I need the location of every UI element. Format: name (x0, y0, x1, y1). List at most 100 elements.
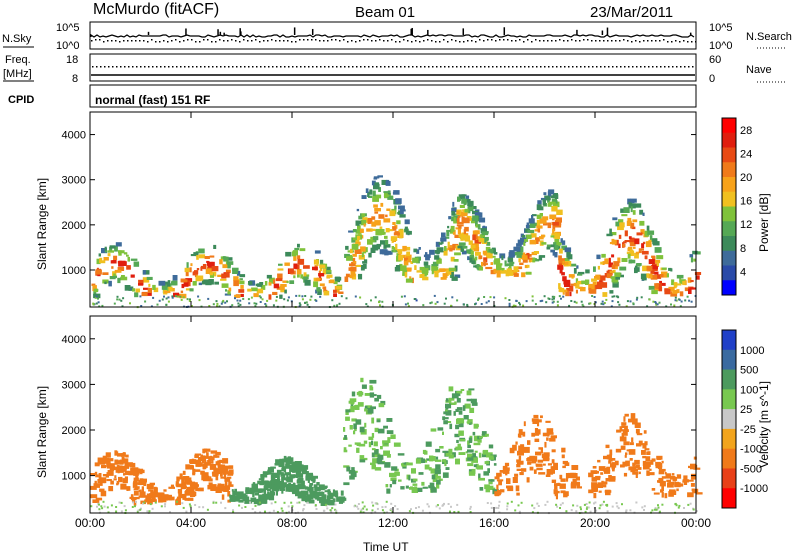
echo-cell (628, 466, 635, 471)
nave-dot (476, 66, 478, 68)
echo-cell (429, 455, 434, 462)
echo-cell (226, 271, 230, 278)
echo-cell (262, 471, 267, 478)
echo-cell (500, 270, 508, 274)
echo-cell (185, 271, 189, 277)
echo-cell (416, 249, 420, 254)
echo-cell (395, 265, 401, 271)
echo-cell (629, 458, 633, 461)
echo-cell (189, 459, 195, 464)
echo-cell (158, 280, 166, 286)
echo-cell (299, 248, 306, 252)
echo-cell (353, 423, 357, 430)
ground-scatter-cell (422, 304, 425, 307)
nave-dot (120, 66, 122, 68)
echo-cell (521, 272, 526, 278)
echo-cell (268, 294, 272, 300)
echo-cell (316, 260, 319, 266)
echo-cell (404, 272, 408, 278)
power-colorbar-tick: 20 (740, 172, 752, 184)
echo-cell (460, 389, 465, 391)
echo-cell (671, 279, 675, 286)
ground-scatter-cell (176, 500, 178, 503)
ground-scatter-cell (110, 504, 113, 507)
echo-cell (540, 415, 543, 419)
echo-cell (608, 460, 612, 464)
nsearch-dot (387, 40, 389, 42)
echo-cell (300, 274, 304, 279)
echo-cell (296, 468, 302, 475)
ground-scatter-cell (611, 295, 614, 298)
nsearch-dot (535, 39, 537, 41)
echo-cell (554, 235, 560, 239)
echo-cell (634, 252, 639, 259)
nsearch-dot (503, 39, 505, 41)
echo-cell (369, 386, 374, 391)
echo-cell (646, 451, 650, 455)
echo-cell (628, 449, 636, 455)
nsearch-dot (99, 39, 101, 41)
ground-scatter-cell (605, 298, 608, 301)
echo-cell (444, 246, 447, 252)
nave-dot (312, 66, 314, 68)
echo-cell (287, 476, 292, 483)
nsearch-dot (119, 41, 121, 43)
echo-cell (390, 477, 397, 481)
echo-cell (577, 271, 585, 275)
echo-cell (475, 224, 479, 228)
echo-cell (194, 482, 198, 488)
nave-dot (568, 66, 570, 68)
echo-cell (198, 254, 206, 259)
echo-cell (488, 479, 495, 482)
nsearch-dot (511, 40, 513, 42)
ground-scatter-cell (208, 305, 211, 307)
echo-cell (528, 258, 531, 263)
echo-cell (672, 490, 677, 495)
echo-cell (227, 490, 231, 497)
echo-cell (269, 491, 275, 495)
nave-dot (112, 66, 114, 68)
echo-cell (122, 452, 126, 455)
y-tick-label: 3000 (62, 175, 86, 187)
x-tick-label: 12:00 (378, 516, 408, 530)
echo-cell (428, 467, 432, 471)
echo-cell (418, 458, 426, 463)
power-colorbar-tick: 16 (740, 196, 752, 208)
ground-scatter-cell (518, 510, 521, 513)
echo-cell (349, 263, 356, 267)
echo-cell (182, 482, 187, 486)
echo-cell (289, 485, 297, 490)
echo-cell (147, 499, 153, 505)
nsearch-dot (483, 40, 485, 42)
echo-cell (458, 233, 465, 238)
echo-cell (446, 269, 450, 274)
echo-cell (328, 499, 335, 506)
echo-cell (468, 437, 473, 443)
echo-cell (204, 460, 207, 464)
nsearch-dot (315, 39, 317, 41)
echo-cell (562, 465, 566, 469)
nave-dot (680, 66, 682, 68)
echo-cell (356, 208, 360, 212)
velocity-scatter (90, 377, 703, 515)
echo-cell (228, 472, 233, 476)
echo-cell (94, 471, 98, 475)
nave-dot (388, 66, 390, 68)
echo-cell (343, 427, 346, 432)
echo-cell (392, 226, 397, 231)
echo-cell (494, 258, 500, 263)
echo-cell (368, 252, 372, 258)
ground-scatter-cell (120, 501, 123, 504)
ground-scatter-cell (301, 298, 304, 301)
echo-cell (218, 460, 224, 463)
echo-cell (661, 273, 668, 278)
echo-cell (458, 410, 463, 415)
echo-cell (281, 466, 287, 469)
ground-scatter-cell (433, 294, 436, 297)
nsearch-dot (327, 40, 329, 42)
nsearch-dot (563, 40, 565, 42)
echo-cell (561, 245, 567, 251)
nsearch-dot (487, 39, 489, 41)
echo-cell (194, 271, 198, 278)
echo-cell (399, 214, 406, 218)
